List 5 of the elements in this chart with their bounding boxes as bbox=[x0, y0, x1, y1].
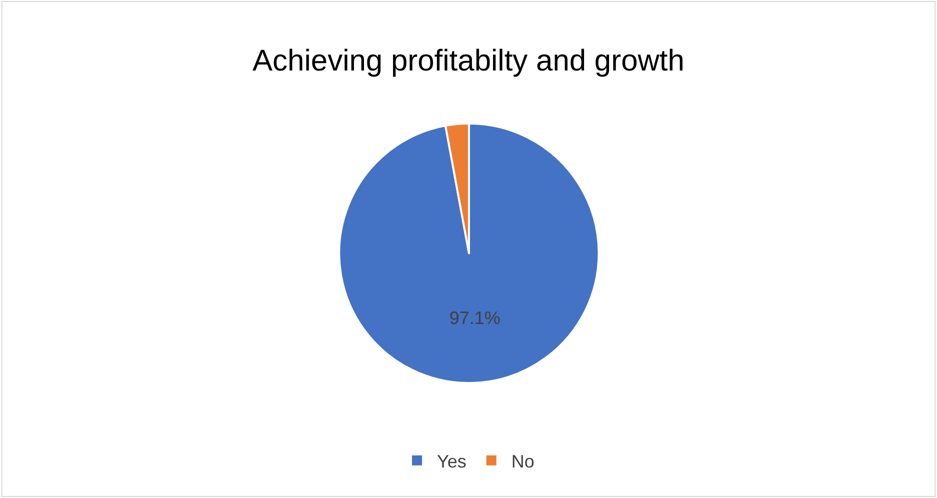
pie-slice bbox=[338, 122, 600, 384]
data-label: 97.1% bbox=[449, 308, 500, 328]
chart-title: Achieving profitabilty and growth bbox=[252, 44, 684, 78]
legend-label: No bbox=[511, 451, 534, 472]
legend-label: Yes bbox=[437, 451, 466, 472]
